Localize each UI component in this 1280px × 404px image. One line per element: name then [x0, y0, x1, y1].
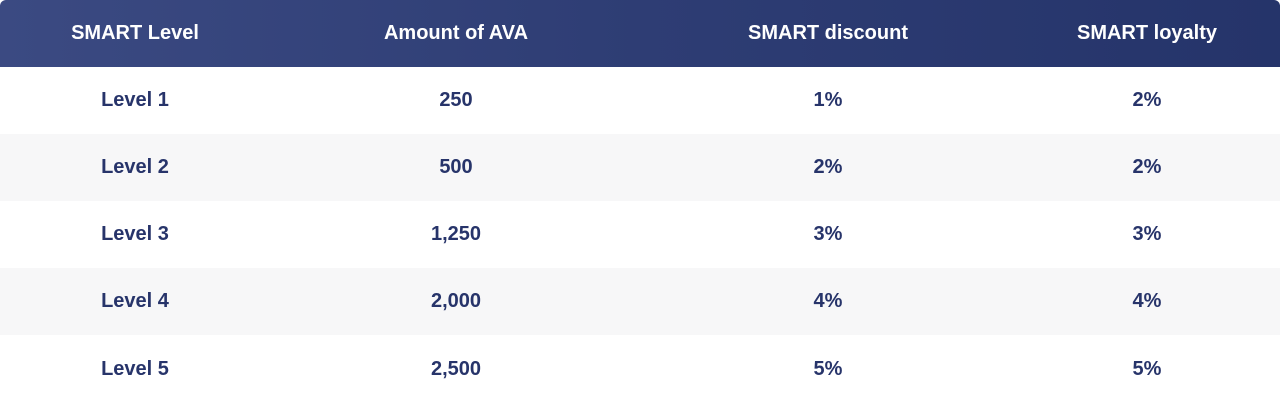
amount-cell: 500 [439, 156, 473, 178]
level-cell: Level 4 [101, 290, 169, 312]
level-cell: Level 5 [101, 358, 169, 380]
discount-cell: 4% [813, 290, 843, 312]
level-cell: Level 3 [101, 223, 169, 245]
loyalty-cell: 5% [1132, 358, 1162, 380]
loyalty-cell: 3% [1132, 223, 1162, 245]
discount-cell: 5% [813, 358, 843, 380]
amount-cell: 2,000 [430, 290, 482, 312]
amount-cell: 1,250 [430, 223, 482, 245]
discount-cell: 1% [813, 89, 843, 111]
amount-cell: 2,500 [430, 358, 482, 380]
header-smart-level: SMART Level [71, 22, 199, 44]
discount-cell: 3% [813, 223, 843, 245]
amount-cell: 250 [439, 89, 473, 111]
table-header-row: SMART Level Amount of AVA SMART discount… [0, 0, 1280, 67]
table-row: Level 4 2,000 4% 4% [0, 268, 1280, 335]
loyalty-cell: 4% [1132, 290, 1162, 312]
table-row: Level 2 500 2% 2% [0, 134, 1280, 201]
level-cell: Level 2 [101, 156, 169, 178]
loyalty-cell: 2% [1132, 156, 1162, 178]
loyalty-cell: 2% [1132, 89, 1162, 111]
header-smart-discount: SMART discount [748, 22, 908, 44]
table-row: Level 3 1,250 3% 3% [0, 201, 1280, 268]
table-row: Level 1 250 1% 2% [0, 67, 1280, 134]
header-amount-of-ava: Amount of AVA [383, 22, 529, 44]
level-cell: Level 1 [101, 89, 169, 111]
header-smart-loyalty: SMART loyalty [1076, 22, 1218, 44]
discount-cell: 2% [813, 156, 843, 178]
table-row: Level 5 2,500 5% 5% [0, 335, 1280, 404]
